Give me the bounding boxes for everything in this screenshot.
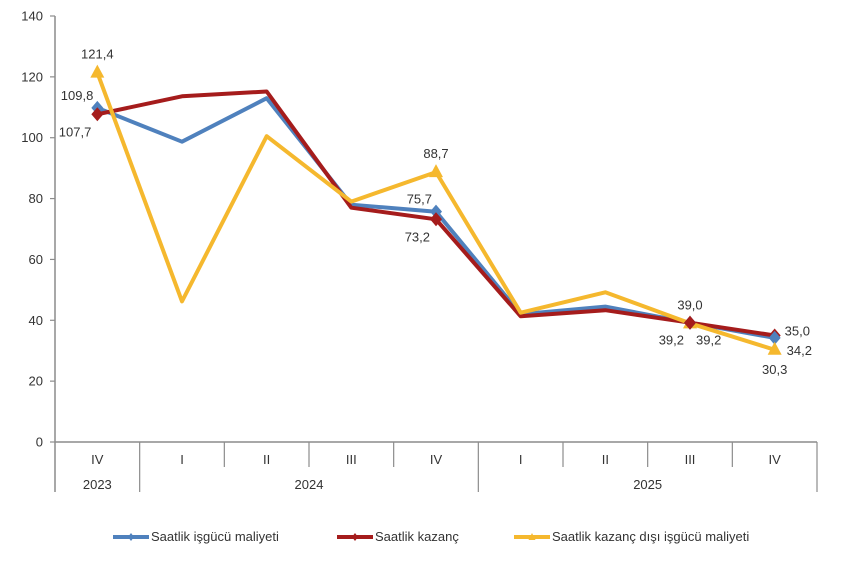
data-label: 39,0 — [677, 297, 702, 312]
data-label: 109,8 — [61, 88, 94, 103]
data-label: 88,7 — [423, 146, 448, 161]
legend-swatch-blue-diamond-icon — [113, 532, 149, 541]
x-tick-label: II — [602, 452, 609, 467]
x-group-label: 2025 — [633, 477, 662, 492]
y-tick-label: 0 — [36, 435, 43, 450]
data-point-marker — [429, 164, 443, 178]
legend-swatch-yellow-triangle-icon — [514, 532, 550, 540]
data-label: 73,2 — [405, 229, 430, 244]
y-tick-label: 140 — [21, 9, 43, 24]
x-tick-label: IV — [91, 452, 104, 467]
data-point-marker — [767, 341, 782, 355]
y-tick-label: 100 — [21, 130, 43, 145]
data-label: 35,0 — [785, 324, 810, 339]
x-tick-label: I — [519, 452, 523, 467]
legend-item-non-wage-labour-cost: Saatlik kazanç dışı işgücü maliyeti — [514, 529, 749, 544]
data-label: 75,7 — [407, 192, 432, 207]
data-point-marker — [684, 315, 696, 330]
data-label: 34,2 — [787, 343, 812, 358]
data-point-marker — [768, 330, 781, 345]
x-tick-label: III — [685, 452, 696, 467]
y-tick-label: 40 — [29, 313, 43, 328]
x-tick-label: II — [263, 452, 270, 467]
data-label: 30,3 — [762, 362, 787, 377]
x-group-label: 2023 — [83, 477, 112, 492]
data-point-marker — [430, 212, 442, 227]
data-point-marker — [90, 64, 105, 78]
y-tick-label: 80 — [29, 191, 43, 206]
legend-label: Saatlik kazanç — [375, 529, 459, 544]
legend-item-hourly-earnings: Saatlik kazanç — [337, 529, 459, 544]
y-tick-label: 20 — [29, 374, 43, 389]
x-tick-label: III — [346, 452, 357, 467]
series-lines — [90, 64, 782, 355]
x-tick-label: I — [180, 452, 184, 467]
y-tick-label: 60 — [29, 252, 43, 267]
data-label: 39,2 — [696, 333, 721, 348]
y-tick-label: 120 — [21, 69, 43, 84]
x-tick-label: IV — [769, 452, 782, 467]
data-labels: 109,8 107,7 121,4 75,7 73,2 88,7 39,0 39,2 39,2 3… — [59, 47, 812, 377]
data-label: 121,4 — [81, 47, 114, 62]
legend-item-hourly-labour-cost: Saatlik işgücü maliyeti — [113, 529, 279, 544]
data-label: 107,7 — [59, 124, 92, 139]
legend-label: Saatlik kazanç dışı işgücü maliyeti — [552, 529, 750, 544]
legend-label: Saatlik işgücü maliyeti — [151, 529, 279, 544]
data-point-marker — [91, 107, 104, 122]
legend-swatch-red-diamond-icon — [337, 532, 373, 541]
data-point-marker — [430, 204, 442, 219]
x-tick-label: IV — [430, 452, 443, 467]
data-label: 39,2 — [659, 333, 684, 348]
x-group-label: 2024 — [295, 477, 324, 492]
legend: Saatlik işgücü maliyeti Saatlik kazanç S… — [0, 529, 855, 551]
